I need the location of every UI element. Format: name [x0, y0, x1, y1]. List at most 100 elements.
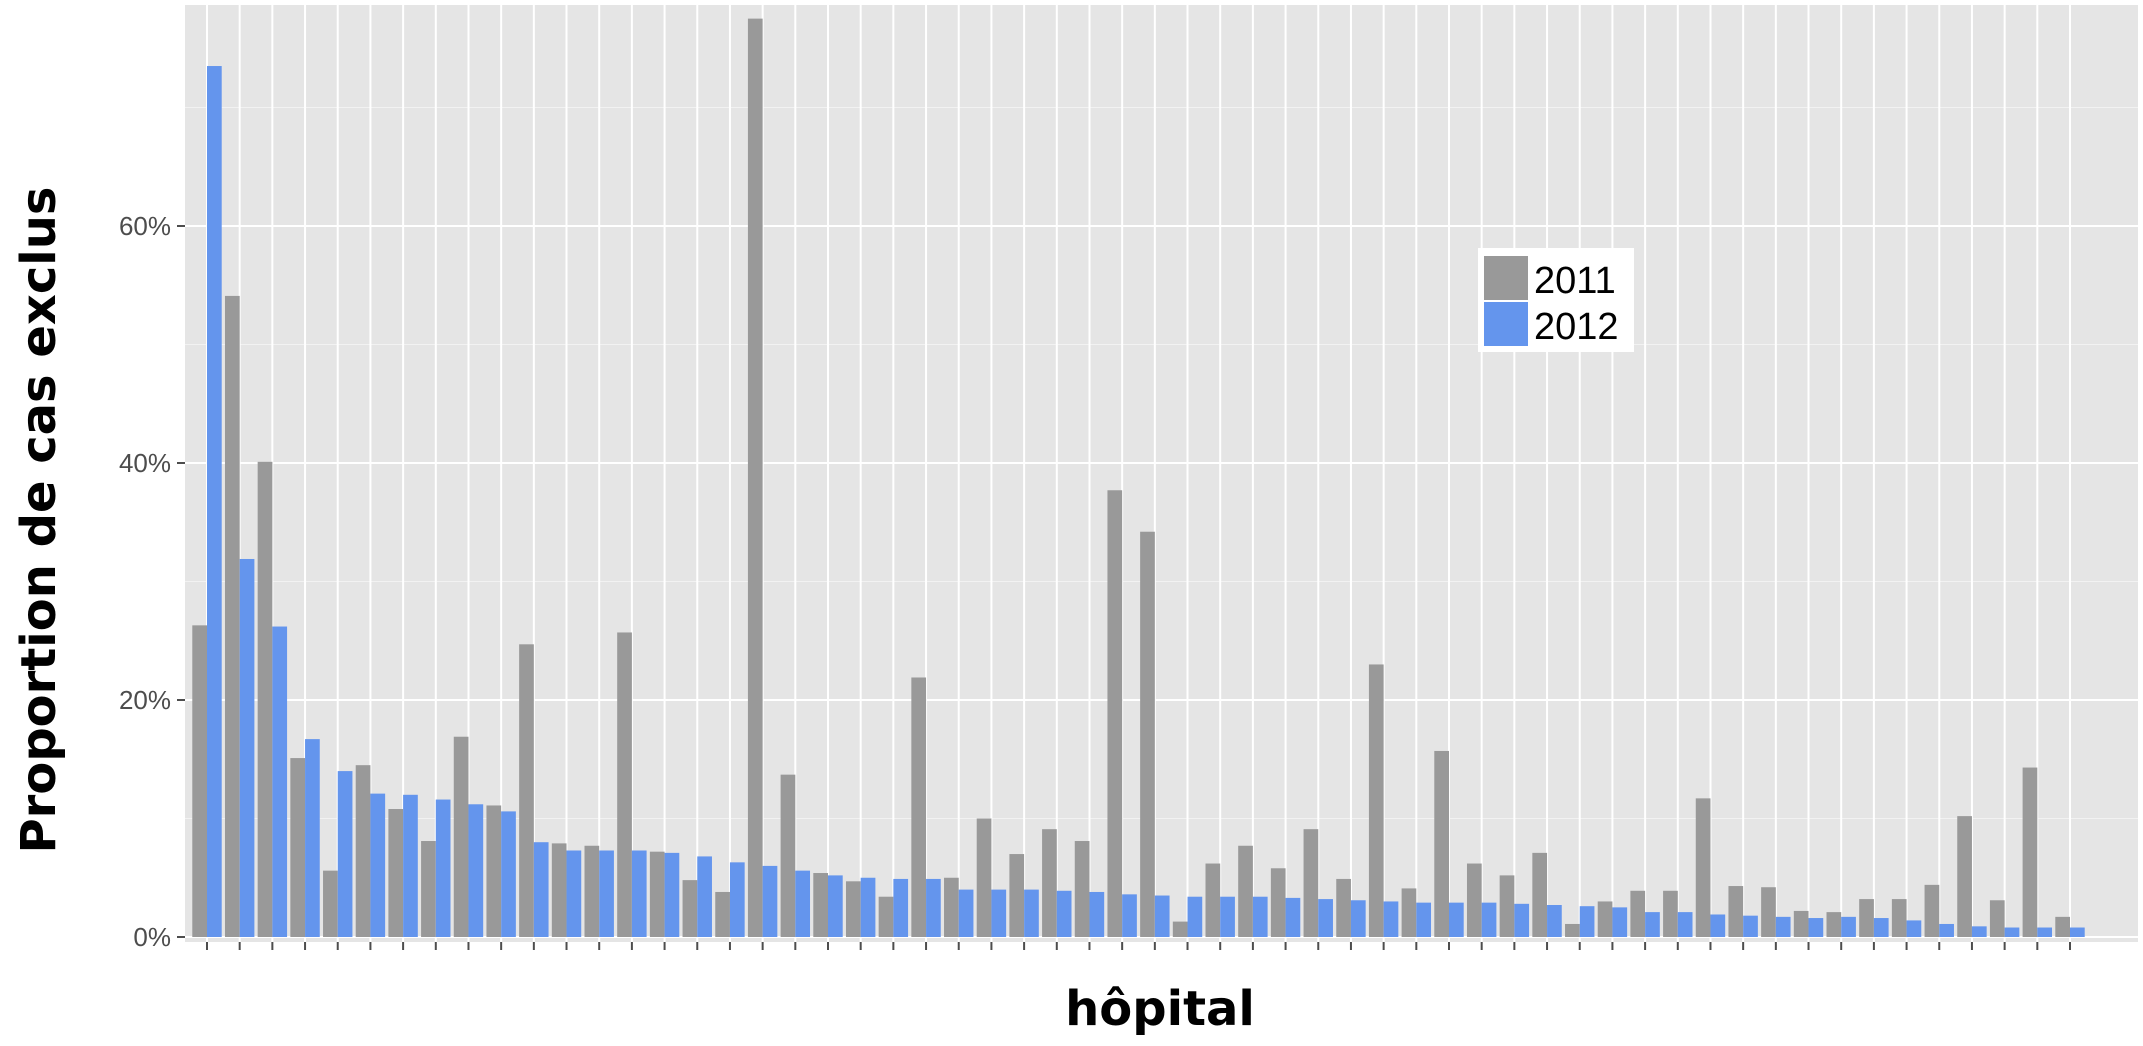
- bar-2012: [762, 865, 778, 937]
- bar-2012: [697, 856, 712, 937]
- bar-2012: [1024, 889, 1039, 937]
- bar-2012: [664, 852, 680, 937]
- bar-2012: [1318, 899, 1333, 937]
- bar-2011: [1989, 900, 2005, 937]
- bar-2012: [1841, 916, 1856, 937]
- bar-2011: [1957, 816, 1972, 937]
- bar-2011: [1532, 852, 1548, 937]
- bar-2011: [1270, 868, 1286, 937]
- bar-2012: [435, 799, 451, 937]
- bar-2011: [486, 805, 502, 937]
- bar-2011: [617, 632, 632, 937]
- bar-2011: [1761, 887, 1776, 937]
- bar-2011: [976, 818, 992, 937]
- bar-2011: [682, 880, 698, 937]
- bar-2012: [1481, 902, 1497, 937]
- bar-2012: [1416, 902, 1432, 937]
- bar-2011: [1891, 899, 1907, 937]
- bars: [192, 18, 2085, 937]
- bar-2012: [1775, 916, 1791, 937]
- bar-2012: [1906, 920, 1922, 937]
- bar-2012: [1220, 896, 1235, 937]
- bar-2012: [370, 793, 386, 937]
- plot-background: [185, 5, 2138, 942]
- bar-2011: [290, 758, 306, 937]
- bar-2012: [1285, 897, 1301, 937]
- bar-2012: [1743, 915, 1758, 937]
- bar-2011: [1434, 750, 1449, 937]
- bar-2011: [1663, 890, 1678, 937]
- bar-2012: [239, 558, 255, 937]
- bar-2012: [403, 794, 418, 937]
- bar-2011: [355, 765, 371, 937]
- bar-2011: [813, 873, 828, 937]
- bar-2012: [1710, 914, 1726, 937]
- bar-2012: [958, 889, 974, 937]
- legend-label-2012: 2012: [1534, 306, 1619, 348]
- bar-2011: [453, 736, 469, 937]
- bar-2011: [1826, 912, 1842, 937]
- y-axis: 0% 20% 40% 60%: [119, 211, 185, 952]
- bar-2012: [1579, 906, 1595, 937]
- bar-2011: [1630, 890, 1646, 937]
- bar-2011: [1466, 863, 1482, 937]
- bar-2011: [192, 625, 207, 937]
- bar-2012: [1056, 890, 1072, 937]
- bar-2012: [1612, 907, 1628, 937]
- bar-2011: [1695, 798, 1711, 937]
- bar-2012: [893, 878, 909, 937]
- bar-2011: [911, 677, 927, 937]
- bar-2011: [715, 891, 730, 937]
- bar-2012: [729, 862, 745, 937]
- bar-2012: [2070, 927, 2085, 937]
- bar-2012: [305, 739, 320, 937]
- y-tick-label: 0%: [133, 922, 171, 952]
- y-axis-title: Proportion de cas exclus: [11, 186, 67, 853]
- bar-2012: [631, 850, 647, 937]
- bar-2011: [584, 845, 600, 937]
- bar-2011: [1107, 490, 1123, 937]
- bar-2012: [1547, 905, 1562, 937]
- bar-2012: [2037, 927, 2053, 937]
- bar-2011: [1303, 829, 1319, 937]
- bar-2011: [1205, 863, 1221, 937]
- bar-2011: [1074, 841, 1090, 937]
- bar-2011: [2022, 767, 2038, 937]
- bar-2012: [337, 771, 353, 937]
- bar-2012: [926, 878, 941, 937]
- bar-2012: [828, 875, 843, 937]
- bar-2011: [257, 461, 273, 937]
- bar-2011: [780, 774, 796, 937]
- bar-2011: [1009, 854, 1025, 937]
- bar-2012: [501, 811, 516, 937]
- bar-2012: [533, 842, 549, 937]
- bar-2011: [1336, 878, 1351, 937]
- legend-label-2011: 2011: [1534, 260, 1616, 302]
- bar-2011: [1238, 845, 1253, 937]
- bar-2012: [1089, 891, 1105, 937]
- y-tick-label: 20%: [119, 685, 171, 715]
- bar-2011: [1499, 875, 1515, 937]
- bar-2012: [1154, 895, 1170, 937]
- bar-2012: [1350, 900, 1366, 937]
- bar-2012: [1122, 894, 1137, 937]
- bar-2012: [1939, 923, 1954, 937]
- bar-2011: [649, 851, 665, 937]
- legend-key-2011: [1484, 256, 1528, 300]
- bar-2012: [272, 626, 288, 937]
- bar-2011: [944, 877, 959, 937]
- bar-2011: [1793, 910, 1809, 937]
- bar-2011: [519, 644, 534, 937]
- bar-2012: [1873, 918, 1889, 937]
- bar-2011: [2055, 916, 2070, 937]
- y-tick-label: 40%: [119, 448, 171, 478]
- bar-2011: [323, 870, 338, 937]
- bar-2011: [1565, 923, 1580, 937]
- bar-2011: [878, 896, 894, 937]
- bar-2011: [1140, 531, 1155, 937]
- bar-2011: [388, 809, 404, 937]
- bar-2012: [566, 850, 582, 937]
